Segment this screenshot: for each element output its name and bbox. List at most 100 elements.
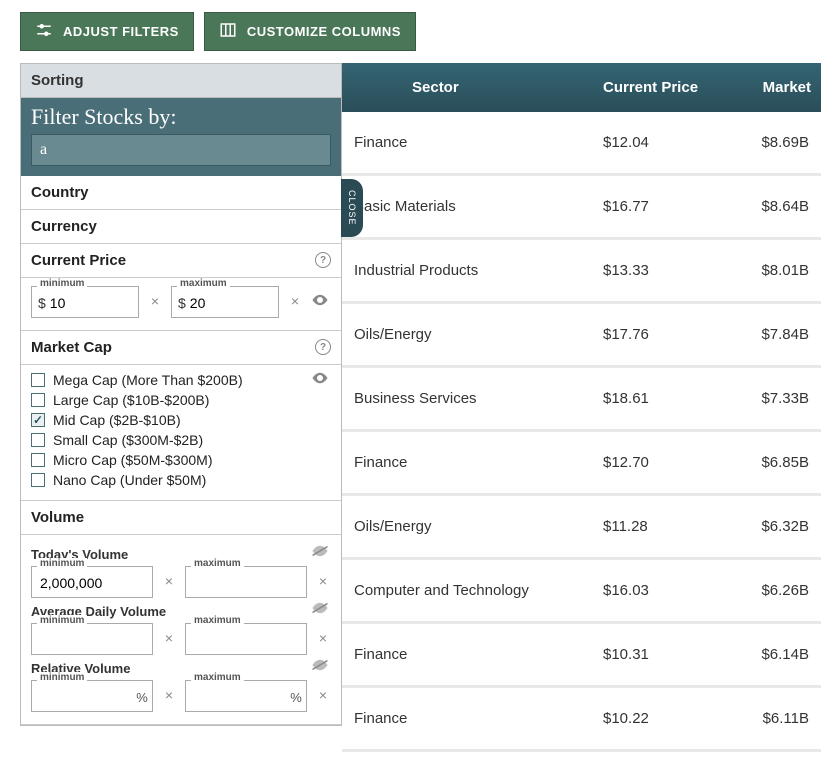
checkbox-label: Mid Cap ($2B-$10B) (53, 412, 181, 428)
market-cap-option[interactable]: Small Cap ($300M-$2B) (31, 432, 331, 448)
dollar-prefix: $ (38, 295, 46, 311)
close-panel-tab[interactable]: CLOSE (341, 179, 363, 237)
currency-section-header[interactable]: Currency (21, 210, 341, 244)
table-row[interactable]: Oils/Energy$11.28$6.32B (342, 496, 821, 560)
cell-price: $11.28 (591, 496, 731, 557)
market-cap-body: Mega Cap (More Than $200B) Large Cap ($10… (21, 365, 341, 501)
price-min-input[interactable] (48, 293, 134, 313)
todays-vol-min-input[interactable] (38, 573, 148, 593)
columns-icon (219, 21, 237, 42)
checkbox-label: Mega Cap (More Than $200B) (53, 372, 243, 388)
cell-price: $17.76 (591, 304, 731, 365)
filter-search-input[interactable] (31, 134, 331, 166)
market-cap-option[interactable]: Micro Cap ($50M-$300M) (31, 452, 331, 468)
cell-sector: Finance (342, 432, 591, 493)
current-price-label: Current Price (31, 252, 126, 269)
cell-price: $10.31 (591, 624, 731, 685)
cell-market: $7.33B (731, 368, 821, 429)
table-row[interactable]: Finance$12.70$6.85B (342, 432, 821, 496)
eye-off-icon[interactable] (311, 658, 331, 675)
clear-max-icon[interactable]: × (287, 293, 303, 309)
current-price-section-header[interactable]: Current Price ? (21, 244, 341, 278)
percent-suffix: % (290, 690, 302, 705)
cell-sector: Finance (342, 688, 591, 749)
market-cap-section-header[interactable]: Market Cap ? (21, 331, 341, 365)
cell-sector: Oils/Energy (342, 496, 591, 557)
cell-price: $18.61 (591, 368, 731, 429)
table-header-row: Sector Current Price Market (342, 63, 821, 112)
cell-market: $6.32B (731, 496, 821, 557)
eye-icon[interactable] (311, 293, 331, 310)
clear-icon[interactable]: × (161, 630, 177, 646)
table-row[interactable]: Finance$12.04$8.69B (342, 112, 821, 176)
cell-market: $8.01B (731, 240, 821, 301)
filter-panel: Sorting Filter Stocks by: CLOSE Country … (20, 63, 342, 726)
volume-section-header[interactable]: Volume (21, 501, 341, 535)
cell-price: $12.70 (591, 432, 731, 493)
table-row[interactable]: Finance$10.31$6.14B (342, 624, 821, 688)
col-header-market[interactable]: Market (731, 63, 821, 112)
max-legend: maximum (191, 672, 244, 683)
cell-price: $16.77 (591, 176, 731, 237)
clear-icon[interactable]: × (315, 687, 331, 703)
eye-off-icon[interactable] (311, 544, 331, 561)
avg-vol-max-input[interactable] (192, 630, 302, 650)
checkbox-label: Nano Cap (Under $50M) (53, 472, 206, 488)
max-legend: maximum (177, 278, 230, 289)
dollar-prefix: $ (178, 295, 186, 311)
cell-market: $6.11B (731, 688, 821, 749)
checkbox[interactable] (31, 473, 45, 487)
col-header-sector[interactable]: Sector (342, 63, 591, 112)
clear-icon[interactable]: × (315, 630, 331, 646)
min-legend: minimum (37, 672, 87, 683)
clear-icon[interactable]: × (161, 687, 177, 703)
checkbox[interactable] (31, 453, 45, 467)
table-row[interactable]: Industrial Products$13.33$8.01B (342, 240, 821, 304)
sliders-icon (35, 21, 53, 42)
clear-icon[interactable]: × (161, 573, 177, 589)
cell-sector: Finance (342, 112, 591, 173)
market-cap-option[interactable]: Large Cap ($10B-$200B) (31, 392, 331, 408)
eye-icon[interactable] (311, 371, 331, 388)
cell-price: $16.03 (591, 560, 731, 621)
todays-vol-max-input[interactable] (192, 573, 302, 593)
table-row[interactable]: Oils/Energy$17.76$7.84B (342, 304, 821, 368)
percent-suffix: % (136, 690, 148, 705)
cell-price: $10.22 (591, 688, 731, 749)
cell-market: $7.84B (731, 304, 821, 365)
toolbar: ADJUST FILTERS CUSTOMIZE COLUMNS (0, 0, 821, 63)
cell-sector: Basic Materials (342, 176, 591, 237)
table-row[interactable]: Basic Materials$16.77$8.64B (342, 176, 821, 240)
market-cap-option[interactable]: Nano Cap (Under $50M) (31, 472, 331, 488)
help-icon[interactable]: ? (315, 339, 331, 355)
price-max-input[interactable] (188, 293, 274, 313)
market-cap-option[interactable]: Mega Cap (More Than $200B) (31, 371, 331, 388)
checkbox-label: Small Cap ($300M-$2B) (53, 432, 203, 448)
sorting-header[interactable]: Sorting (21, 64, 341, 98)
avg-vol-min-input[interactable] (38, 630, 148, 650)
checkbox[interactable] (31, 433, 45, 447)
rel-vol-min-input[interactable] (38, 687, 134, 707)
checkbox[interactable] (31, 413, 45, 427)
market-cap-option[interactable]: Mid Cap ($2B-$10B) (31, 412, 331, 428)
col-header-price[interactable]: Current Price (591, 63, 731, 112)
checkbox[interactable] (31, 373, 45, 387)
rel-vol-max-input[interactable] (192, 687, 288, 707)
min-legend: minimum (37, 278, 87, 289)
cell-sector: Finance (342, 624, 591, 685)
table-row[interactable]: Computer and Technology$16.03$6.26B (342, 560, 821, 624)
adjust-filters-button[interactable]: ADJUST FILTERS (20, 12, 194, 51)
table-row[interactable]: Finance$10.22$6.11B (342, 688, 821, 752)
cell-price: $12.04 (591, 112, 731, 173)
checkbox[interactable] (31, 393, 45, 407)
cell-market: $8.64B (731, 176, 821, 237)
country-section-header[interactable]: Country (21, 176, 341, 210)
table-row[interactable]: Business Services$18.61$7.33B (342, 368, 821, 432)
clear-min-icon[interactable]: × (147, 293, 163, 309)
eye-off-icon[interactable] (311, 601, 331, 618)
customize-columns-button[interactable]: CUSTOMIZE COLUMNS (204, 12, 416, 51)
clear-icon[interactable]: × (315, 573, 331, 589)
help-icon[interactable]: ? (315, 252, 331, 268)
cell-price: $13.33 (591, 240, 731, 301)
max-legend: maximum (191, 615, 244, 626)
